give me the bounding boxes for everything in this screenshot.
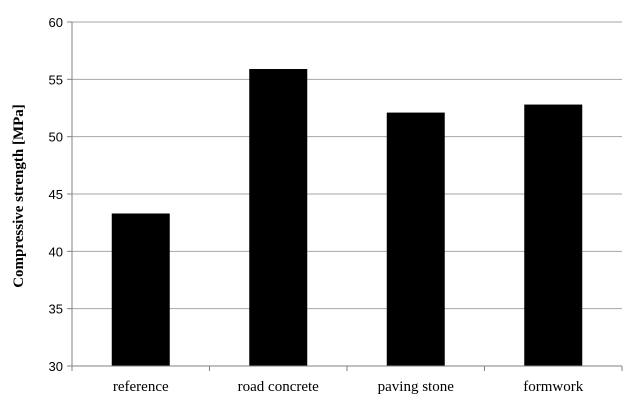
y-tick-label: 60: [49, 15, 63, 30]
bar-road-concrete: [249, 69, 308, 366]
y-tick-labels: 30 35 40 45 50 55 60: [49, 15, 63, 374]
bars: [111, 69, 583, 366]
bar-formwork: [524, 104, 583, 366]
axes: [67, 21, 623, 371]
x-category-labels: reference road concrete paving stone formwo…: [113, 379, 584, 395]
x-category-label: road concrete: [238, 379, 320, 395]
y-tick-label: 55: [49, 72, 63, 87]
x-category-label: paving stone: [378, 379, 455, 395]
y-tick-label: 30: [49, 359, 63, 374]
x-category-label: reference: [113, 379, 169, 395]
y-tick-label: 45: [49, 187, 63, 202]
bar-paving-stone: [386, 112, 445, 366]
y-axis-title: Compressive strength [MPa]: [11, 104, 27, 288]
y-tick-label: 35: [49, 302, 63, 317]
y-tick-label: 50: [49, 130, 63, 145]
x-category-label: formwork: [523, 379, 583, 395]
y-tick-label: 40: [49, 244, 63, 259]
bar-reference: [111, 213, 170, 366]
